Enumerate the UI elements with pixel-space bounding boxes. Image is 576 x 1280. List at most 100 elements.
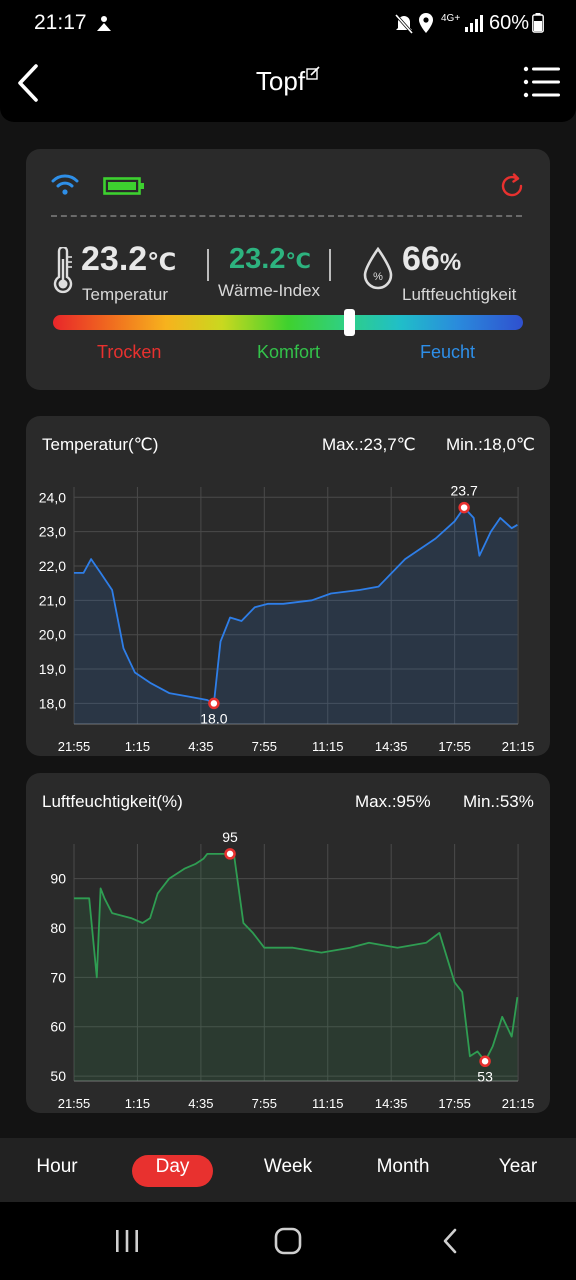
hum-y-tick: 50 [50, 1068, 66, 1084]
temp-min-marker [208, 697, 220, 710]
humidity-value: 66% [402, 240, 461, 279]
humidity-min-label: Min.:53% [463, 792, 534, 811]
scale-label-comfort: Komfort [257, 342, 321, 362]
temp-x-tick: 21:15 [502, 739, 535, 754]
hum-y-tick: 70 [50, 969, 66, 985]
humidity-number: 66 [402, 240, 440, 278]
game-controller-icon [97, 16, 111, 31]
heat-index-unit: ℃ [285, 250, 311, 273]
temperature-chart-title: Temperatur(℃) [42, 435, 159, 454]
temp-max-value-label: 23.7 [451, 483, 478, 499]
scale-label-dry: Trocken [97, 342, 162, 362]
temp-x-tick: 21:55 [58, 739, 91, 754]
mute-icon [394, 14, 414, 34]
battery-percent: 60% [489, 12, 530, 34]
temp-y-tick: 19,0 [39, 661, 66, 677]
hum-x-tick: 17:55 [438, 1096, 471, 1111]
temperature-min-label: Min.:18,0℃ [446, 435, 536, 454]
temp-x-tick: 17:55 [438, 739, 471, 754]
temp-max-marker [458, 501, 470, 514]
time-range-tabs: Hour Day Week Month Year [0, 1138, 576, 1202]
temperature-number: 23.2 [81, 240, 148, 278]
temp-y-tick: 24,0 [39, 489, 66, 505]
hum-x-tick: 21:55 [58, 1096, 91, 1111]
temp-x-tick: 7:55 [252, 739, 277, 754]
heat-index-number: 23.2 [229, 243, 286, 275]
hum-y-tick: 90 [50, 871, 66, 887]
scale-label-wet: Feucht [420, 342, 476, 362]
temperature-chart-card: Temperatur(℃) Max.:23,7℃ Min.:18,0℃ 21:5… [26, 416, 550, 756]
temp-y-tick: 18,0 [39, 695, 66, 711]
tab-year[interactable]: Year [498, 1156, 538, 1177]
separator [329, 249, 331, 281]
temp-y-tick: 21,0 [39, 592, 66, 608]
comfort-scale-bar [53, 315, 523, 330]
battery-icon [532, 13, 544, 33]
humidity-drop-icon: % [363, 247, 393, 290]
app-bar: Topf [0, 48, 576, 122]
hum-y-tick: 80 [50, 920, 66, 936]
separator [207, 249, 209, 281]
hum-max-marker [224, 848, 236, 860]
hum-line [74, 853, 519, 1063]
thermometer-icon [53, 247, 73, 294]
hum-x-tick: 21:15 [502, 1096, 535, 1111]
tab-hour[interactable]: Hour [36, 1156, 78, 1177]
temperature-label: Temperatur [82, 285, 168, 304]
tab-month[interactable]: Month [376, 1156, 430, 1177]
network-type: 4G+ [441, 13, 461, 24]
temp-x-tick: 14:35 [375, 739, 408, 754]
device-summary-card: 23.2℃ Temperatur 23.2℃ Wärme-Index % 66%… [26, 149, 550, 390]
heat-index-label: Wärme-Index [218, 281, 321, 300]
tab-week[interactable]: Week [263, 1156, 313, 1177]
svg-text:%: % [373, 271, 383, 283]
temp-min-value-label: 18.0 [200, 710, 227, 726]
temperature-unit: ℃ [147, 249, 177, 276]
battery-full-icon [103, 177, 144, 195]
hum-x-tick: 4:35 [188, 1096, 213, 1111]
humidity-label: Luftfeuchtigkeit [402, 285, 517, 304]
temp-area [74, 507, 518, 724]
humidity-unit: % [439, 249, 462, 276]
location-icon [419, 13, 433, 33]
system-navigation-bar [0, 1202, 576, 1280]
humidity-max-label: Max.:95% [355, 792, 431, 811]
temp-y-tick: 23,0 [39, 524, 66, 540]
temp-x-tick: 1:15 [125, 739, 150, 754]
temperature-value: 23.2℃ [81, 240, 176, 279]
home-icon[interactable] [274, 1227, 302, 1255]
edit-icon[interactable] [306, 66, 320, 80]
hum-x-tick: 1:15 [125, 1096, 150, 1111]
status-time: 21:17 [34, 11, 87, 34]
heat-index-value: 23.2℃ [229, 243, 311, 276]
back-arrow-icon[interactable] [10, 58, 50, 108]
tab-day[interactable]: Day [155, 1156, 190, 1177]
hum-min-value-label: 53 [477, 1068, 493, 1084]
humidity-chart[interactable]: 21:55 1:15 4:35 7:55 11:15 14:35 17:55 21:15 90 8… [26, 773, 550, 1113]
hum-x-tick: 7:55 [252, 1096, 277, 1111]
hum-max-value-label: 95 [222, 829, 238, 845]
wifi-icon [51, 174, 79, 195]
status-bar: 21:17 4G+ 60% [0, 0, 576, 48]
comfort-indicator [344, 309, 356, 336]
hum-min-marker [479, 1055, 491, 1067]
temp-y-tick: 22,0 [39, 558, 66, 574]
back-icon[interactable] [440, 1227, 460, 1255]
humidity-chart-card: Luftfeuchtigkeit(%) Max.:95% Min.:53% 21… [26, 773, 550, 1113]
temperature-chart[interactable]: 21:55 1:15 4:35 7:55 11:15 14:35 17:55 21:15 24,… [26, 416, 550, 756]
active-tab-highlight [132, 1155, 213, 1187]
hum-x-tick: 14:35 [375, 1096, 408, 1111]
temperature-max-label: Max.:23,7℃ [322, 435, 416, 454]
refresh-icon[interactable] [499, 173, 525, 199]
divider [51, 215, 522, 217]
humidity-chart-title: Luftfeuchtigkeit(%) [42, 792, 183, 811]
hum-y-tick: 60 [50, 1019, 66, 1035]
signal-icon [465, 15, 483, 32]
page-title[interactable]: Topf [0, 66, 576, 97]
recent-apps-icon[interactable] [113, 1228, 141, 1254]
hum-x-tick: 11:15 [312, 1096, 344, 1111]
temp-x-tick: 11:15 [312, 739, 344, 754]
page-title-text: Topf [255, 66, 306, 96]
menu-list-icon[interactable] [522, 64, 562, 100]
temp-line [74, 506, 518, 705]
